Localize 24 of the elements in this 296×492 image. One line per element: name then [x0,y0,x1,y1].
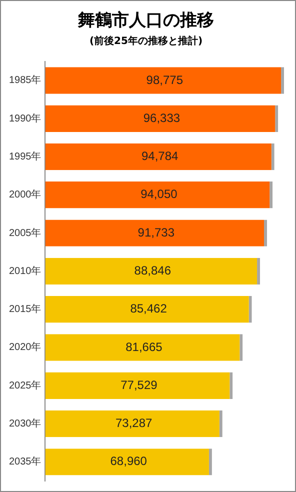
y-tick-label: 1990年 [8,112,42,124]
data-label: 88,846 [134,264,172,278]
y-tick-label: 2005年 [8,226,42,239]
data-label: 77,529 [120,378,158,392]
y-tick-label: 2035年 [8,456,42,468]
y-tick-label: 2010年 [8,264,42,277]
data-label: 96,333 [143,110,180,125]
data-label: 98,775 [146,72,184,87]
chart-title: 舞鶴市人口の推移 [77,10,214,31]
y-tick-label: 2015年 [8,303,42,316]
data-label: 73,287 [115,416,153,430]
data-label: 68,960 [110,454,148,468]
data-label: 94,050 [140,187,178,202]
data-label: 85,462 [130,302,168,316]
data-label: 91,733 [138,225,175,240]
chart-subtitle: (前後25年の推移と推計) [89,34,203,47]
y-tick-label: 2020年 [8,341,42,354]
data-label: 94,784 [141,149,178,164]
y-tick-label: 2000年 [8,188,42,201]
y-tick-label: 1985年 [8,74,42,86]
data-label: 81,665 [126,340,163,354]
y-tick-label: 2025年 [8,379,42,392]
y-tick-label: 2030年 [8,418,42,430]
y-tick-label: 1995年 [8,150,42,163]
